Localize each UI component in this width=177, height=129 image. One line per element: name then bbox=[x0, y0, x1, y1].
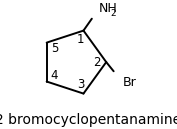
Text: NH: NH bbox=[99, 2, 117, 15]
Text: 2: 2 bbox=[111, 9, 116, 18]
Text: 2 bromocyclopentanamine: 2 bromocyclopentanamine bbox=[0, 113, 177, 127]
Text: 2: 2 bbox=[93, 56, 101, 69]
Text: 5: 5 bbox=[51, 42, 58, 55]
Text: Br: Br bbox=[123, 76, 136, 89]
Text: 4: 4 bbox=[51, 69, 58, 82]
Text: 1: 1 bbox=[77, 33, 84, 46]
Text: 3: 3 bbox=[77, 78, 84, 91]
